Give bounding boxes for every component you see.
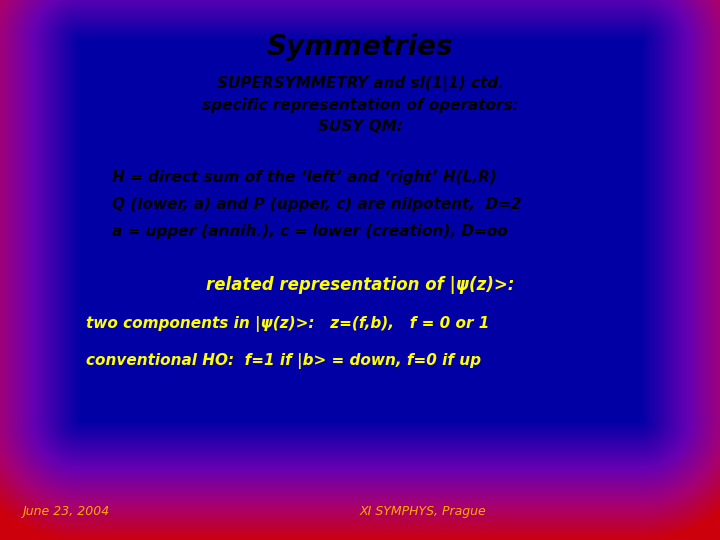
Text: a = upper (annih.), c = lower (creation), D=oo: a = upper (annih.), c = lower (creation)… bbox=[112, 224, 508, 239]
Text: specific representation of operators:: specific representation of operators: bbox=[202, 98, 518, 113]
Text: SUPERSYMMETRY and sl(1|1) ctd.: SUPERSYMMETRY and sl(1|1) ctd. bbox=[217, 76, 503, 92]
Text: related representation of |ψ(z)>:: related representation of |ψ(z)>: bbox=[206, 276, 514, 294]
Text: H = direct sum of the ‘left’ and ‘right’ H(L,R): H = direct sum of the ‘left’ and ‘right’… bbox=[112, 170, 496, 185]
Text: XI SYMPHYS, Prague: XI SYMPHYS, Prague bbox=[360, 505, 487, 518]
Text: June 23, 2004: June 23, 2004 bbox=[22, 505, 109, 518]
Text: conventional HO:  f=1 if |b> = down, f=0 if up: conventional HO: f=1 if |b> = down, f=0 … bbox=[86, 353, 482, 369]
Text: Q (lower, a) and P (upper, c) are nilpotent,  D=2: Q (lower, a) and P (upper, c) are nilpot… bbox=[112, 197, 521, 212]
Text: two components in |ψ(z)>:   z=(f,b),   f = 0 or 1: two components in |ψ(z)>: z=(f,b), f = 0… bbox=[86, 316, 490, 332]
Text: SUSY QM:: SUSY QM: bbox=[318, 119, 402, 134]
Text: Symmetries: Symmetries bbox=[266, 33, 454, 61]
